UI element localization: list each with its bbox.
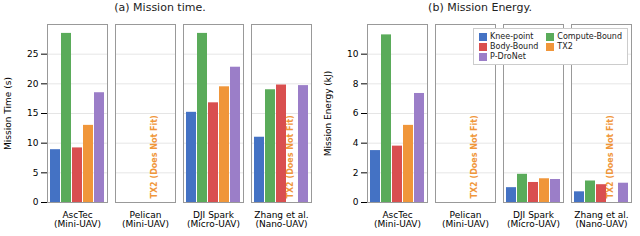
svg-text:Pelican(Mini-UAV): Pelican(Mini-UAV) — [122, 210, 169, 229]
svg-text:6: 6 — [353, 108, 359, 118]
svg-text:DJI Spark(Micro-UAV): DJI Spark(Micro-UAV) — [507, 210, 560, 229]
svg-text:8: 8 — [353, 79, 359, 89]
svg-text:Mission Time (s): Mission Time (s) — [3, 77, 13, 150]
svg-text:AscTec(Mini-UAV): AscTec(Mini-UAV) — [374, 210, 421, 229]
svg-text:10: 10 — [347, 49, 359, 59]
html-text:TX2: TX2 — [557, 42, 573, 51]
svg-text:DJI Spark(Micro-UAV): DJI Spark(Micro-UAV) — [187, 210, 240, 229]
svg-text:20: 20 — [27, 79, 39, 89]
html-text:Compute-Bound: Compute-Bound — [557, 32, 622, 41]
svg-text:5: 5 — [33, 168, 39, 178]
svg-text:TX2 (Does Not Fit): TX2 (Does Not Fit) — [150, 115, 159, 198]
svg-text:0: 0 — [353, 197, 359, 207]
html-text:(b) Mission Energy.: (b) Mission Energy. — [428, 1, 532, 14]
html-text:Knee-point: Knee-point — [490, 32, 534, 41]
html-text:P-DroNet: P-DroNet — [490, 52, 526, 61]
svg-text:AscTec(Mini-UAV): AscTec(Mini-UAV) — [54, 210, 101, 229]
svg-text:TX2 (Does Not Fit): TX2 (Does Not Fit) — [286, 115, 295, 198]
svg-text:Pelican(Mini-UAV): Pelican(Mini-UAV) — [442, 210, 489, 229]
svg-text:TX2 (Does Not Fit): TX2 (Does Not Fit) — [606, 115, 615, 198]
svg-text:4: 4 — [353, 138, 359, 148]
svg-text:2: 2 — [353, 168, 359, 178]
svg-text:Zhang et al.(Nano-UAV): Zhang et al.(Nano-UAV) — [254, 210, 308, 229]
svg-text:Zhang et al.(Nano-UAV): Zhang et al.(Nano-UAV) — [574, 210, 628, 229]
svg-text:Mission Energy (kJ): Mission Energy (kJ) — [323, 71, 333, 156]
svg-text:TX2 (Does Not Fit): TX2 (Does Not Fit) — [470, 115, 479, 198]
html-text:(a) Mission time.: (a) Mission time. — [114, 1, 206, 14]
svg-text:15: 15 — [27, 108, 38, 118]
svg-text:25: 25 — [27, 49, 38, 59]
html-text:Body-Bound: Body-Bound — [490, 42, 539, 51]
svg-text:0: 0 — [33, 197, 39, 207]
svg-text:10: 10 — [27, 138, 39, 148]
